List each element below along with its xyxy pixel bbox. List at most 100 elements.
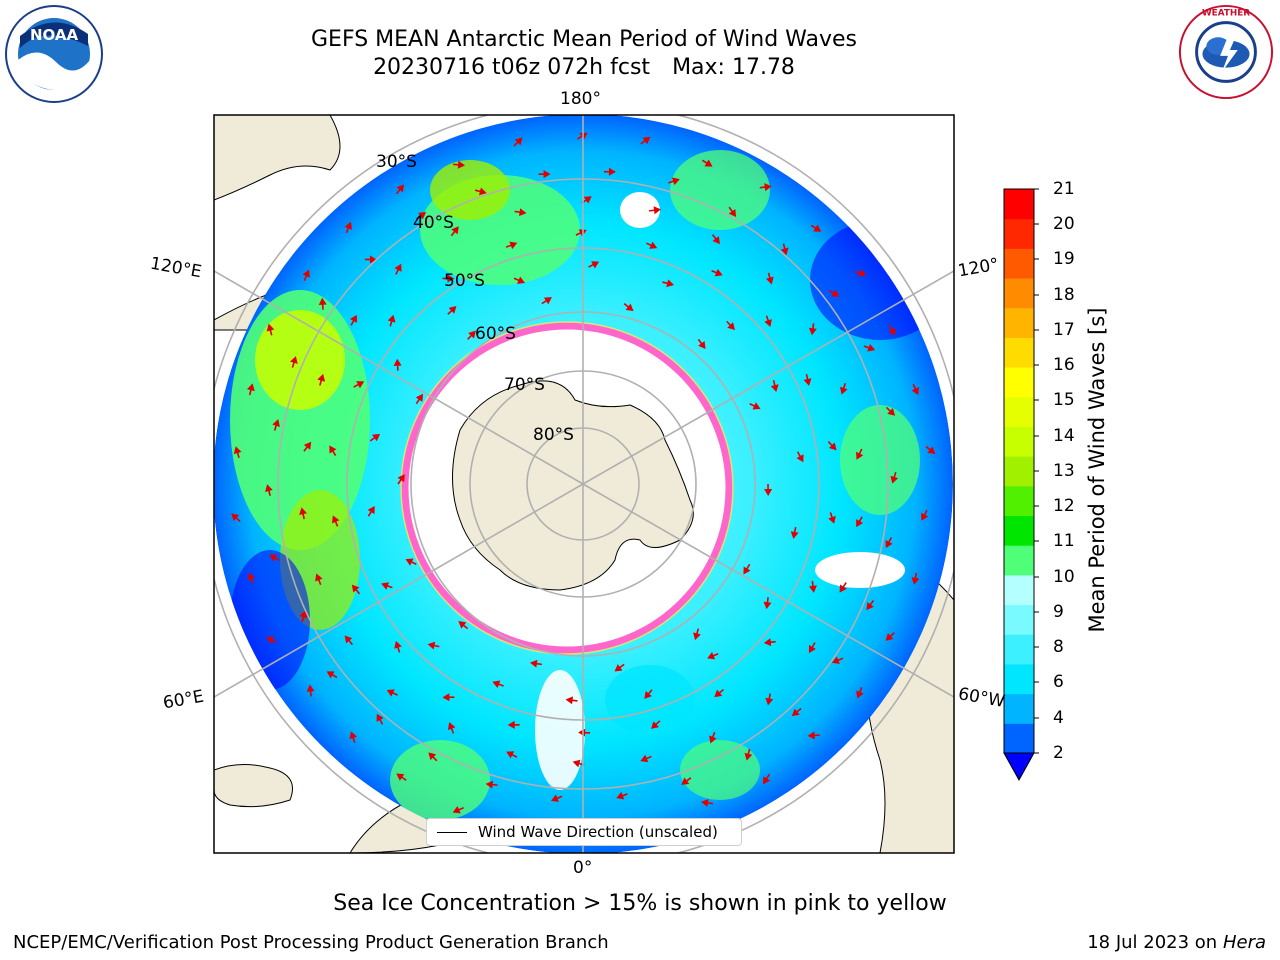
wave-direction-arrowhead [572,759,581,768]
wave-direction-arrowhead [326,671,335,679]
wave-direction-arrowhead [506,751,515,759]
wave-direction-arrowhead [318,297,327,305]
wave-direction-arrowhead [808,645,816,654]
wave-direction-arrowhead [507,720,515,729]
colorbar-band [1004,426,1034,457]
wave-direction-arrowhead [447,722,456,731]
wave-direction-arrowhead [376,713,384,722]
colorbar-band [1004,485,1034,517]
wave-direction-arrowhead [266,323,275,332]
wave-direction-arrowhead [447,274,455,283]
wave-direction-arrowhead [921,512,929,521]
wave-direction-arrowhead [272,419,280,427]
wave-direction-arrowhead [393,358,402,366]
wave-direction-arrowhead [681,777,690,785]
wave-direction-arrowhead [405,558,414,566]
wave-direction-arrowhead [543,297,552,305]
wave-direction-arrowhead [666,279,675,288]
wave-direction-arrowhead [246,383,255,392]
wave-direction-arrowhead [927,446,936,455]
lat-label-50s: 50°S [444,271,485,291]
colorbar-tick-label: 21 [1053,179,1075,199]
wave-direction-arrowhead [616,791,625,800]
wave-direction-arrowhead [591,261,600,269]
wave-direction-arrowhead [764,183,772,192]
wave-direction-arrowhead [858,269,867,277]
wave-direction-arrowhead [885,633,894,641]
wave-direction-arrowhead [770,384,779,393]
credit-branch: NCEP/EMC/Verification Post Processing Pr… [13,932,609,953]
lon-label-0: 0° [573,858,593,878]
wave-direction-arrowhead [381,582,390,590]
wave-direction-arrowhead [642,136,651,145]
wave-direction-arrowhead [727,322,735,331]
lat-label-70s: 70°S [504,375,545,395]
wave-direction-arrowhead [428,752,437,761]
wave-direction-arrowhead [356,381,365,389]
wave-direction-arrowhead [640,754,649,763]
wave-direction-arrowhead [701,798,709,807]
wave-direction-arrowhead [302,269,310,278]
wave-direction-arrowhead [394,263,402,272]
colorbar-tick-label: 6 [1053,672,1064,692]
credit-date: 18 Jul 2023 on Hera [1087,932,1266,953]
wave-direction-arrowhead [790,531,799,539]
wave-direction-arrowhead [369,255,377,264]
wave-direction-arrowhead [372,433,381,442]
wave-direction-arrowhead [867,343,876,352]
wave-direction-arrowhead [468,330,476,339]
colorbar-tick-label: 15 [1053,390,1075,410]
wave-direction-arrowhead [813,224,822,232]
map-legend: Wind Wave Direction (unscaled) [426,818,742,846]
svg-text:WEATHER: WEATHER [1202,9,1250,19]
wave-direction-arrowhead [418,211,427,220]
wave-direction-arrowhead [693,632,701,641]
colorbar-band [1004,693,1034,724]
colorbar-band [1004,574,1034,606]
wave-direction-arrowhead [492,680,501,688]
wave-direction-arrowhead [290,356,298,364]
lat-label-30s: 30°S [376,152,417,172]
map-subtitle: 20230716 t06z 072h fcst Max: 17.78 [0,55,1168,80]
wave-direction-arrowhead [712,236,720,245]
wave-direction-arrowhead [828,515,836,524]
wave-direction-arrowhead [911,577,920,585]
wave-direction-arrowhead [529,659,538,668]
forecast-run: 20230716 t06z 072h fcst [373,55,651,80]
wave-direction-arrowhead [671,177,680,186]
wave-direction-arrowhead [233,446,242,455]
wave-direction-arrowhead [807,731,815,740]
wave-direction-arrowhead [452,806,461,814]
colorbar-band [1004,604,1034,635]
wave-direction-arrowhead [856,519,864,528]
wave-direction-arrowhead [386,689,395,697]
noaa-logo: NOAA [5,5,103,103]
colorbar [1003,188,1039,782]
wave-direction-arrowhead [653,206,662,215]
colorbar-extend-arrow [1003,752,1035,782]
wave-direction-arrowhead [349,731,358,740]
wave-direction-arrowhead [704,159,713,167]
wave-direction-arrowhead [809,585,817,593]
wave-direction-arrowhead [808,327,817,336]
wave-direction-arrowhead [331,515,340,524]
wave-direction-arrowhead [791,708,800,717]
colorbar-band [1004,307,1034,338]
wave-direction-arrowhead [517,276,526,284]
lat-label-80s: 80°S [533,425,574,445]
wave-direction-arrowhead [839,584,847,593]
colorbar-tick-label: 10 [1053,567,1075,587]
colorbar-band [1004,189,1034,220]
wave-direction-arrowhead [887,408,896,416]
wave-direction-arrowhead [451,226,459,235]
wave-direction-arrowhead [397,474,405,483]
legend-line-swatch [437,832,467,833]
colorbar-band [1004,723,1034,754]
colorbar-band [1004,337,1034,368]
wave-direction-arrowhead [442,693,450,702]
sea-ice-footnote: Sea Ice Concentration > 15% is shown in … [333,891,947,916]
colorbar-band [1004,515,1034,546]
colorbar-tick-label: 12 [1053,496,1075,516]
wave-direction-arrowhead [856,451,864,460]
wave-direction-arrowhead [644,690,652,699]
